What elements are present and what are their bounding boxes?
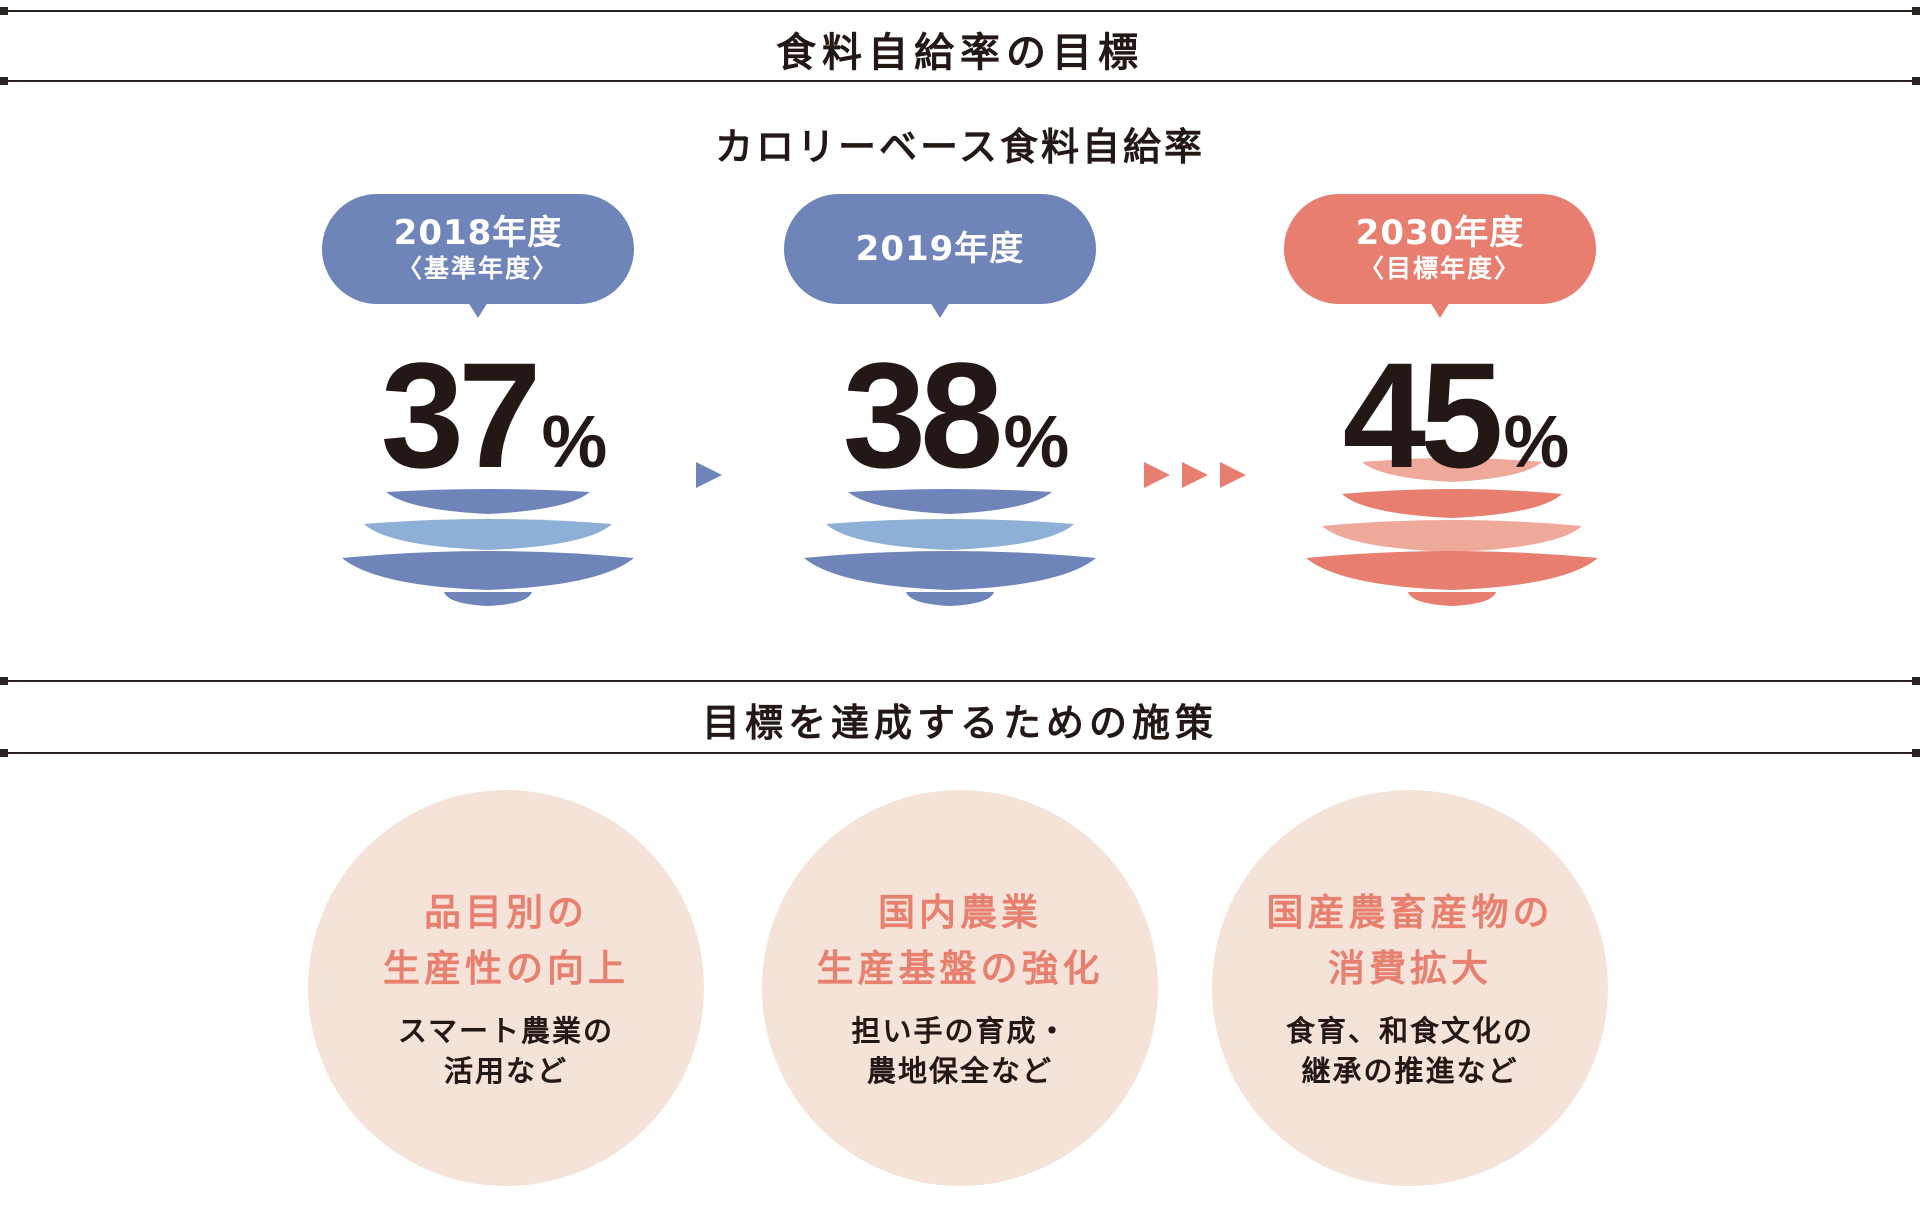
measure-desc-line: 担い手の育成・ [851,1014,1069,1048]
measure-desc-line: 継承の推進など [1301,1054,1519,1088]
measure-title-line: 生産基盤の強化 [816,947,1104,990]
measure-description: スマート農業の 活用など [398,1011,614,1091]
rate-value-2018: 37% [314,340,674,490]
bubble-year-label: 2018年度 [393,213,563,253]
bubble-year-label: 2019年度 [855,229,1025,269]
measure-desc-line: 活用など [443,1054,568,1088]
measure-circle-2: 国内農業 生産基盤の強化 担い手の育成・ 農地保全など [762,790,1158,1186]
rice-bowl-icon-blue-1 [342,489,634,606]
section-subtitle: カロリーベース食料自給率 [714,125,1206,169]
measure-title: 品目別の 生産性の向上 [383,885,629,997]
measure-desc-line: 食育、和食文化の [1285,1014,1534,1048]
year-bubble-2030: 2030年度 〈目標年度〉 [1284,194,1596,318]
rate-unit: % [1503,400,1570,483]
measure-title-line: 生産性の向上 [383,947,629,990]
title-underline-rule [0,77,1920,85]
measure-title: 国内農業 生産基盤の強化 [817,885,1104,997]
year-bubble-2018: 2018年度 〈基準年度〉 [322,194,634,318]
measures-title: 目標を達成するための施策 [701,701,1218,745]
measure-title-line: 国産農畜産物の [1266,891,1554,934]
top-rule [0,7,1920,15]
measure-title-line: 品目別の [424,891,588,934]
year-bubble-2019: 2019年度 [784,194,1096,318]
rate-value-2030: 45% [1276,340,1636,490]
measure-description: 担い手の育成・ 農地保全など [851,1011,1068,1091]
bubble-note-label: 〈基準年度〉 [396,254,559,283]
measures-bottom-rule [0,749,1920,757]
measure-circle-1: 品目別の 生産性の向上 スマート農業の 活用など [308,790,704,1186]
measure-desc-line: 農地保全など [866,1054,1053,1088]
bubble-year-label: 2030年度 [1355,213,1525,253]
rice-bowl-icon-red [1306,458,1598,606]
bubble-note-label: 〈目標年度〉 [1358,254,1521,283]
arrow-right-icon [696,462,722,488]
rate-number: 45 [1342,331,1504,499]
rice-bowl-icon-blue-2 [804,489,1096,606]
triple-arrow-right-icon [1144,462,1246,488]
page-title: 食料自給率の目標 [776,30,1144,76]
measure-title-line: 国内農業 [878,891,1042,934]
rate-value-2019: 38% [776,340,1136,490]
measure-desc-line: スマート農業の [397,1014,615,1048]
measure-circle-3: 国産農畜産物の 消費拡大 食育、和食文化の 継承の推進など [1212,790,1608,1186]
measure-title-line: 消費拡大 [1328,947,1492,990]
rate-number: 38 [842,331,1004,499]
measures-top-rule [0,677,1920,685]
measure-title: 国産農畜産物の 消費拡大 [1267,885,1554,997]
rate-unit: % [541,400,608,483]
rate-number: 37 [380,331,542,499]
measure-description: 食育、和食文化の 継承の推進など [1286,1011,1534,1091]
rate-unit: % [1003,400,1070,483]
